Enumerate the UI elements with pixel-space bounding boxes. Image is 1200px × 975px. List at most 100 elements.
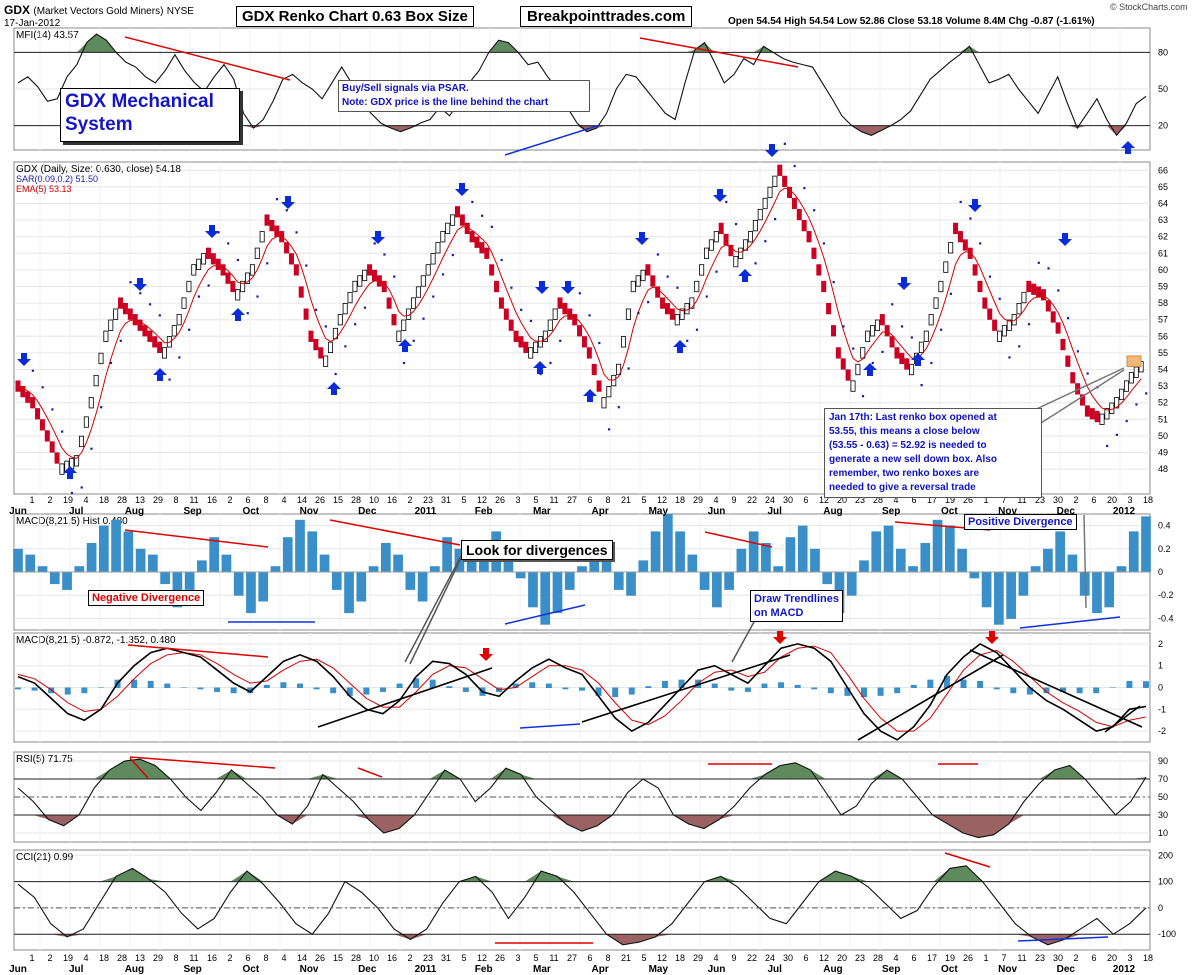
y-tick-label-macd_hist: 0.2: [1158, 544, 1171, 554]
x-day-label: 15: [333, 495, 343, 505]
renko-box: [1114, 397, 1120, 409]
renko-box: [718, 222, 724, 235]
x-month-label: Jun: [9, 964, 27, 975]
macd-hist-bar: [699, 572, 710, 590]
sar-dot: [1076, 350, 1079, 353]
macd-mini-hist-bar: [977, 680, 984, 688]
renko-box: [586, 347, 592, 359]
sar-dot: [256, 295, 259, 298]
sar-dot: [1018, 345, 1021, 348]
renko-box: [88, 397, 94, 409]
sar-dot: [1057, 289, 1060, 292]
x-day-label: 22: [747, 953, 757, 963]
sar-dot: [41, 386, 44, 389]
renko-box: [772, 175, 778, 187]
x-month-label: Mar: [533, 506, 551, 517]
x-day-label: 3: [515, 495, 520, 505]
macd-hist-bar: [662, 514, 673, 573]
x-day-label: 1: [29, 953, 34, 963]
x-day-label: 12: [477, 495, 487, 505]
sell-signal-arrow: [1058, 233, 1072, 246]
y-tick-label-price: 53: [1158, 381, 1168, 391]
renko-box: [616, 363, 622, 376]
x-month-label: Sep: [882, 506, 900, 517]
macd-hist-bar: [687, 554, 698, 573]
x-day-label: 8: [263, 495, 268, 505]
macd-hist-bar: [1141, 516, 1151, 573]
renko-box: [557, 297, 563, 309]
renko-box: [801, 220, 807, 232]
macd-hist-bar: [246, 572, 256, 614]
renko-box: [821, 280, 827, 293]
y-tick-label-cci: 100: [1158, 877, 1173, 887]
sar-dot: [441, 273, 445, 276]
macd-mini-hist-bar: [761, 683, 768, 688]
sar-dot: [725, 200, 728, 204]
negative-divergence-label: Negative Divergence: [88, 590, 205, 606]
sar-dot: [559, 339, 562, 342]
renko-box: [308, 330, 314, 342]
macd-hist-bar: [37, 566, 48, 573]
buy-signal-arrow: [327, 382, 341, 395]
sar-dot: [539, 372, 542, 376]
renko-box: [147, 330, 153, 342]
macd-hist-bar: [650, 531, 661, 573]
sar-dot: [148, 303, 152, 306]
sar-dot: [510, 286, 513, 289]
cci-overbought-fill: [18, 865, 1146, 882]
renko-box: [733, 255, 739, 268]
renko-box: [303, 308, 309, 320]
x-month-label: Feb: [475, 964, 493, 975]
renko-box: [1050, 311, 1056, 323]
x-day-label: 19: [945, 953, 955, 963]
annotation-line: [857, 654, 1004, 741]
annotation-line: [1083, 514, 1087, 609]
sar-dot: [861, 395, 865, 398]
y-tick-label-price: 54: [1158, 365, 1168, 375]
buy-signal-arrow: [153, 368, 167, 381]
sell-signal-arrow: [765, 144, 779, 157]
renko-box: [489, 264, 495, 276]
macd-hist-bar: [74, 566, 85, 573]
x-day-label: 20: [1107, 953, 1117, 963]
x-month-label: Apr: [591, 964, 608, 975]
x-month-label: 2011: [415, 964, 437, 975]
macd-hist-bar: [417, 572, 428, 602]
macd-mini-hist-bar: [429, 679, 436, 688]
renko-box: [923, 330, 929, 342]
y-tick-label-macd: 0: [1158, 683, 1163, 693]
macd-hist-bar: [712, 572, 722, 608]
x-day-label: 13: [135, 953, 145, 963]
x-day-label: 28: [117, 953, 127, 963]
renko-box: [469, 231, 475, 243]
sar-dot: [979, 242, 982, 245]
sar-dot: [363, 306, 367, 309]
sar-dot: [822, 242, 826, 245]
x-day-label: 5: [461, 953, 466, 963]
macd-mini-hist-bar: [197, 687, 204, 690]
sar-dot: [285, 209, 288, 212]
x-day-label: 12: [819, 953, 829, 963]
renko-box: [293, 264, 299, 276]
renko-box: [49, 441, 55, 453]
renko-box: [362, 269, 368, 282]
x-month-label: Dec: [1057, 506, 1076, 517]
sar-dot: [676, 286, 679, 289]
renko-box: [909, 363, 915, 376]
renko-box: [596, 380, 602, 392]
renko-box: [54, 452, 60, 464]
renko-box: [152, 336, 158, 348]
macd-hist-bar: [148, 554, 158, 573]
panel-legend-price: GDX (Daily, Size: 0.630, close) 54.18: [16, 164, 181, 175]
y-tick-label-rsi: 90: [1158, 756, 1168, 766]
x-month-label: Jul: [768, 964, 783, 975]
renko-box: [328, 341, 334, 353]
x-day-label: 11: [549, 495, 558, 505]
x-day-label: 14: [297, 495, 307, 505]
renko-box: [1036, 286, 1042, 298]
renko-box: [205, 247, 211, 259]
renko-box: [840, 358, 846, 370]
renko-box: [415, 286, 421, 298]
renko-box: [904, 358, 910, 370]
renko-box: [1099, 413, 1105, 425]
